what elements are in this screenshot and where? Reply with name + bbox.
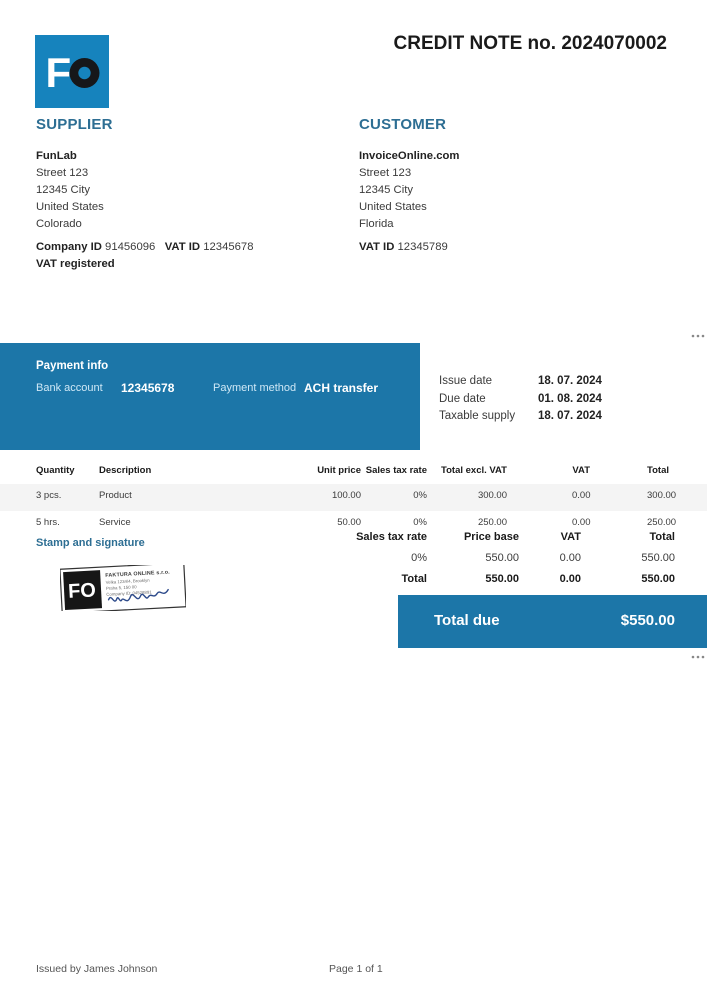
- svg-text:FO: FO: [68, 579, 97, 602]
- svg-text:F: F: [46, 49, 72, 96]
